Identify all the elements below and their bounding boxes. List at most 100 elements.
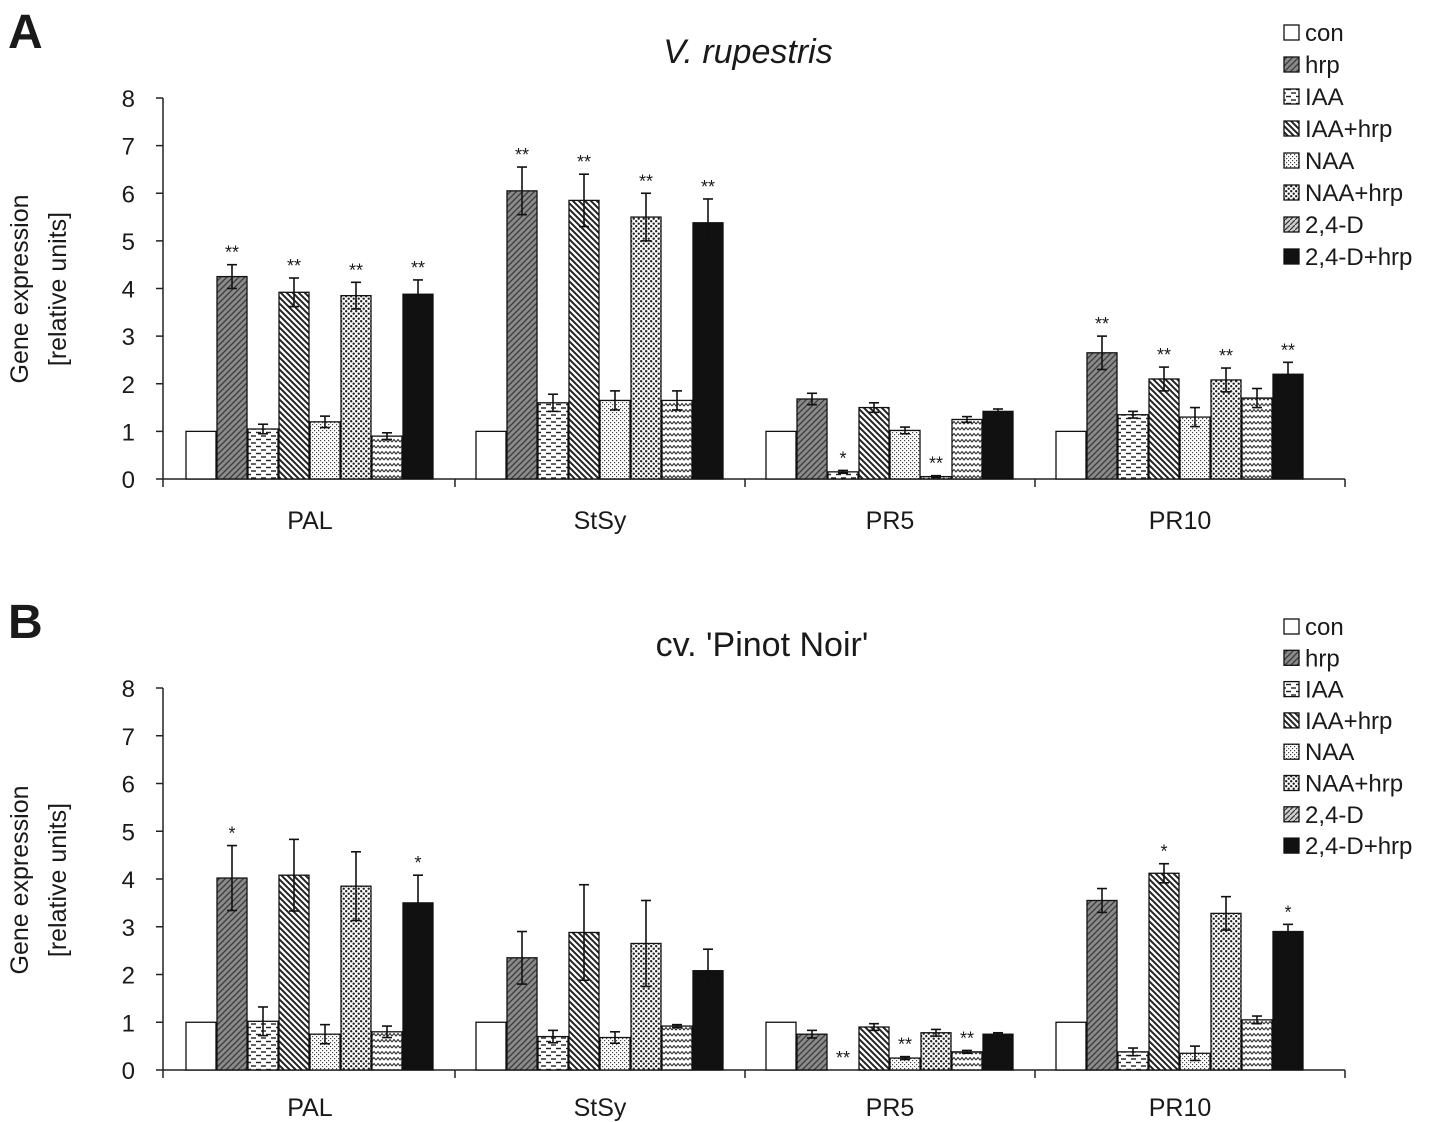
y-tick-label: 1 (122, 1010, 135, 1037)
legend-swatch-NAA (1284, 153, 1299, 168)
y-tick-label: 3 (122, 324, 135, 351)
bar-NAA+hrp-StSy (631, 217, 661, 479)
significance-mark: ** (577, 152, 591, 172)
legend-swatch-NAA (1284, 744, 1299, 759)
y-axis-label: Gene expression (6, 194, 34, 383)
bar-NAA+hrp-PR5 (921, 1033, 951, 1070)
legend-label-NAA: NAA (1305, 739, 1354, 766)
bar-hrp-PR5 (797, 399, 827, 479)
y-tick-label: 2 (122, 372, 135, 399)
bar-hrp-StSy (507, 191, 537, 479)
legend-swatch-NAA+hrp (1284, 185, 1299, 200)
y-tick-label: 7 (122, 724, 135, 751)
legend-swatch-IAA+hrp (1284, 121, 1299, 136)
bar-2,4-D+hrp-PAL (403, 294, 433, 479)
significance-mark: * (839, 448, 846, 468)
legend-label-2,4-D: 2,4-D (1305, 212, 1364, 239)
legend-label-hrp: hrp (1305, 645, 1340, 672)
bar-2,4-D-StSy (662, 400, 692, 479)
legend-swatch-IAA+hrp (1284, 713, 1299, 728)
panel-b: Bcv. 'Pinot Noir'012345678Gene expressio… (6, 596, 1412, 1122)
y-tick-label: 4 (122, 867, 135, 894)
y-tick-label: 8 (122, 676, 135, 703)
bar-IAA+hrp-PR10 (1149, 379, 1179, 479)
bar-IAA+hrp-PR5 (859, 1027, 889, 1070)
significance-mark: ** (639, 171, 653, 191)
bar-2,4-D-PAL (372, 436, 402, 479)
significance-mark: ** (1095, 314, 1109, 334)
y-tick-label: 6 (122, 181, 135, 208)
significance-mark: ** (701, 177, 715, 197)
bar-con-StSy (476, 1022, 506, 1070)
bar-NAA+hrp-PAL (341, 296, 371, 479)
bar-con-PR10 (1056, 431, 1086, 479)
bar-2,4-D+hrp-PR5 (983, 411, 1013, 479)
legend-swatch-2,4-D+hrp (1284, 838, 1299, 853)
y-tick-label: 4 (122, 277, 135, 304)
legend-label-IAA+hrp: IAA+hrp (1305, 708, 1392, 735)
bar-2,4-D-PR10 (1242, 398, 1272, 479)
legend-label-NAA: NAA (1305, 148, 1354, 175)
chart-title: V. rupestris (663, 33, 832, 71)
y-tick-label: 0 (122, 467, 135, 494)
category-label-PR10: PR10 (1149, 507, 1212, 535)
bar-IAA+hrp-PR10 (1149, 873, 1179, 1070)
bar-hrp-PR10 (1087, 900, 1117, 1070)
bar-2,4-D+hrp-PR5 (983, 1034, 1013, 1070)
bar-2,4-D-StSy (662, 1026, 692, 1070)
bar-2,4-D+hrp-PR10 (1273, 932, 1303, 1070)
legend-label-2,4-D+hrp: 2,4-D+hrp (1305, 244, 1412, 271)
legend-label-IAA+hrp: IAA+hrp (1305, 116, 1392, 143)
category-label-PAL: PAL (287, 507, 332, 535)
significance-mark: ** (1157, 345, 1171, 365)
significance-mark: ** (225, 243, 239, 263)
y-tick-label: 7 (122, 134, 135, 161)
bar-con-StSy (476, 431, 506, 479)
legend-swatch-hrp (1284, 57, 1299, 72)
significance-mark: ** (287, 256, 301, 276)
category-label-PAL: PAL (287, 1094, 332, 1122)
bar-con-PR5 (766, 1022, 796, 1070)
legend-label-IAA: IAA (1305, 84, 1344, 111)
legend-label-con: con (1305, 20, 1344, 47)
significance-mark: ** (1281, 340, 1295, 360)
legend-swatch-2,4-D+hrp (1284, 249, 1299, 264)
significance-mark: * (414, 853, 421, 873)
legend-swatch-IAA (1284, 682, 1299, 697)
legend-label-con: con (1305, 614, 1344, 641)
legend-label-hrp: hrp (1305, 52, 1340, 79)
bar-con-PAL (186, 431, 216, 479)
bar-con-PR10 (1056, 1022, 1086, 1070)
legend-swatch-con (1284, 25, 1299, 40)
legend-swatch-IAA (1284, 89, 1299, 104)
category-label-PR5: PR5 (866, 507, 915, 535)
bar-IAA-PR10 (1118, 415, 1148, 479)
significance-mark: * (1284, 902, 1291, 922)
bar-IAA-StSy (538, 403, 568, 479)
legend-swatch-con (1284, 619, 1299, 634)
chart-title: cv. 'Pinot Noir' (656, 626, 869, 664)
bar-IAA+hrp-PR5 (859, 408, 889, 479)
y-axis-label: Gene expression (6, 785, 34, 974)
legend-swatch-hrp (1284, 650, 1299, 665)
y-axis-label-units: [relative units] (44, 803, 72, 957)
legend-swatch-NAA+hrp (1284, 776, 1299, 791)
panel-letter: A (8, 6, 43, 59)
bar-2,4-D-PR10 (1242, 1020, 1272, 1070)
legend-label-IAA: IAA (1305, 677, 1344, 704)
legend-label-NAA+hrp: NAA+hrp (1305, 771, 1403, 798)
bar-NAA-PR5 (890, 430, 920, 479)
y-axis-label-units: [relative units] (44, 212, 72, 366)
significance-mark: ** (836, 1048, 850, 1068)
significance-mark: ** (1219, 346, 1233, 366)
bar-NAA+hrp-PR10 (1211, 380, 1241, 479)
bar-NAA-PAL (310, 422, 340, 479)
y-tick-label: 6 (122, 772, 135, 799)
bar-NAA+hrp-PR10 (1211, 913, 1241, 1070)
significance-mark: * (1160, 842, 1167, 862)
bar-hrp-PR10 (1087, 353, 1117, 479)
y-tick-label: 0 (122, 1058, 135, 1085)
y-tick-label: 2 (122, 963, 135, 990)
legend-label-2,4-D: 2,4-D (1305, 802, 1364, 829)
